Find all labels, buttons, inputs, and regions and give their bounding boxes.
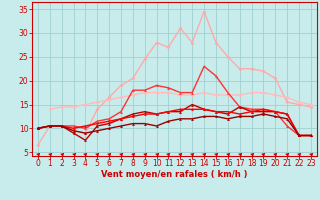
X-axis label: Vent moyen/en rafales ( km/h ): Vent moyen/en rafales ( km/h ) bbox=[101, 170, 248, 179]
